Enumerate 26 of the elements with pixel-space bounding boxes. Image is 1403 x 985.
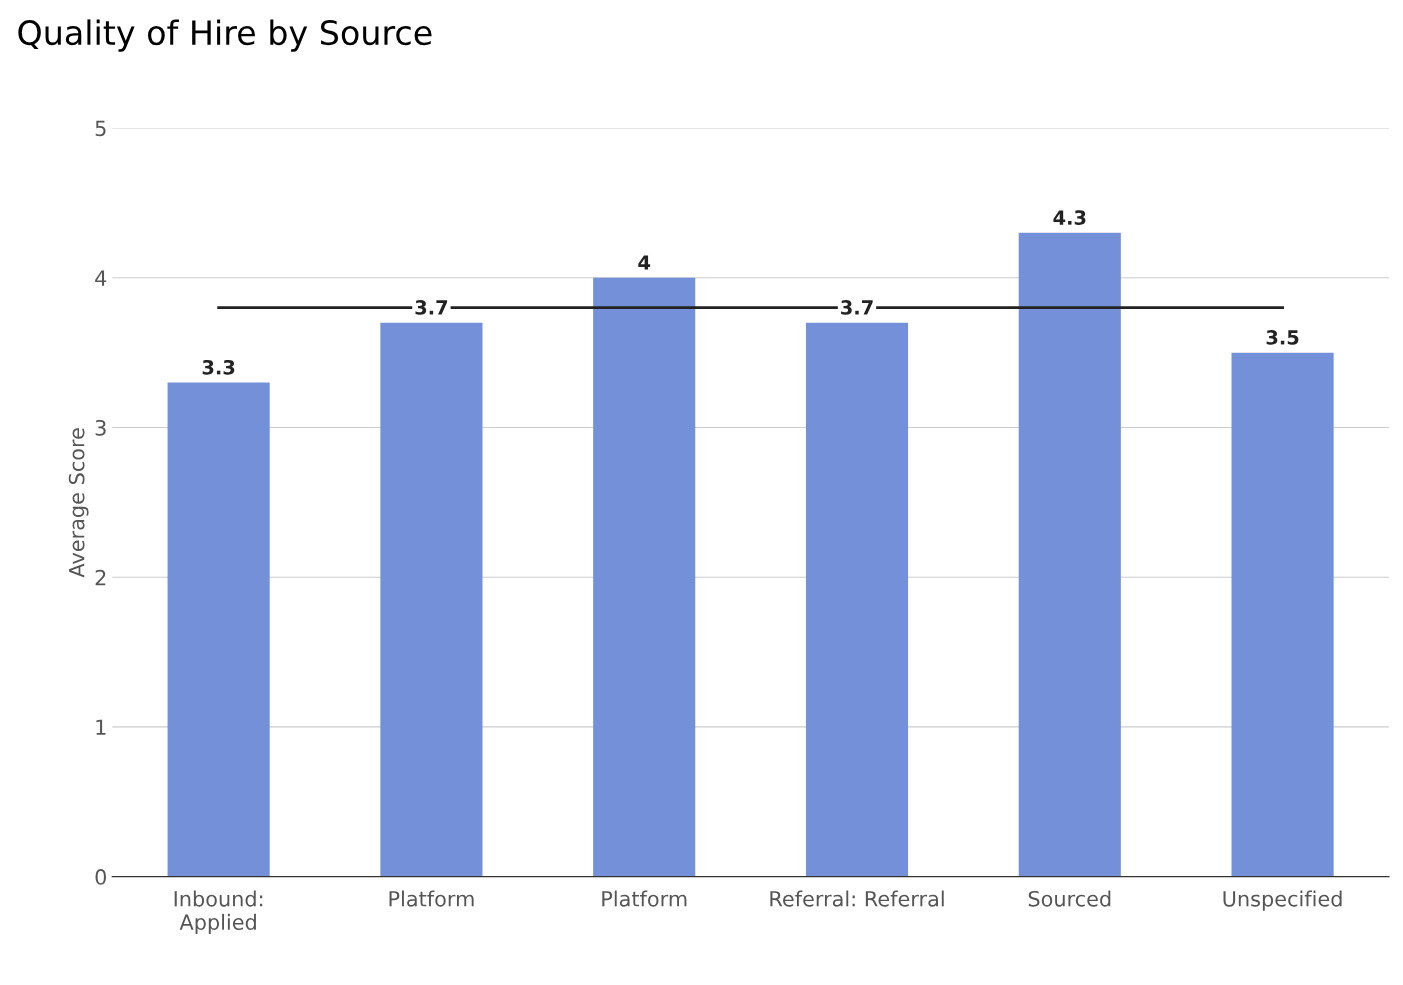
x-tick-label: Sourced — [1028, 890, 1111, 907]
data-label: 4 — [638, 255, 651, 270]
bar — [380, 322, 483, 877]
x-tick-label: Platform — [602, 890, 687, 907]
x-tick-label: Referral: Referral — [770, 890, 944, 907]
data-label: 3.7 — [415, 300, 448, 315]
data-label: 3.7 — [841, 300, 873, 315]
y-tick-label: 3 — [95, 419, 106, 436]
y-tick-label: 5 — [95, 120, 106, 137]
x-tick-label: Unspecified — [1223, 890, 1342, 911]
y-axis-title: Average Score — [68, 428, 89, 578]
bar — [593, 277, 696, 877]
y-tick-label: 2 — [95, 569, 106, 586]
chart-title: Quality of Hire by Source — [18, 19, 432, 52]
y-tick-label: 0 — [95, 869, 106, 885]
y-tick-label: 1 — [96, 719, 106, 735]
y-tick-label: 4 — [95, 270, 107, 286]
data-label: 3.5 — [1266, 329, 1299, 345]
x-tick-label: Platform — [389, 890, 474, 907]
data-label: 3.3 — [202, 359, 235, 375]
bar — [805, 322, 909, 877]
x-tick-label: Inbound: Applied — [174, 890, 263, 935]
bar — [1231, 352, 1334, 877]
data-label: 4.3 — [1053, 210, 1086, 225]
bar — [167, 382, 270, 877]
bar — [1018, 232, 1121, 877]
